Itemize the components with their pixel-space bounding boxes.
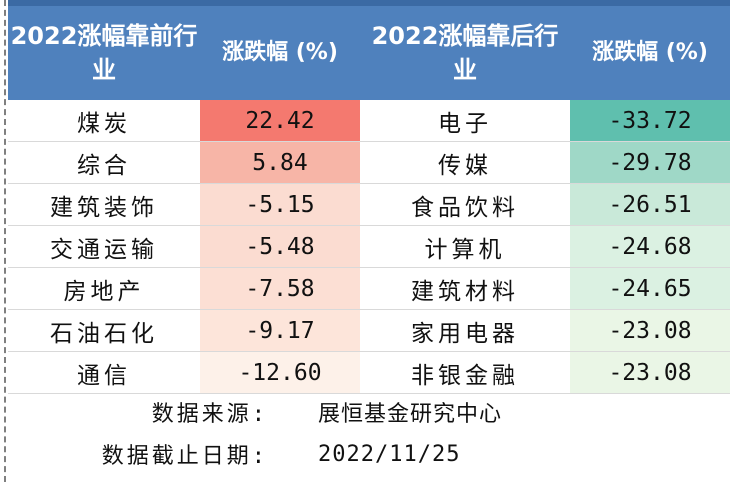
table-row: 综合 5.84 传媒 -29.78 bbox=[8, 142, 730, 184]
bottom-change-cell: -29.78 bbox=[570, 142, 730, 183]
bottom-change-cell: -23.08 bbox=[570, 352, 730, 393]
date-label: 数据截止日期: bbox=[101, 444, 268, 469]
top-industry-cell: 石油石化 bbox=[50, 320, 158, 347]
header-top-industry: 2022涨幅靠前行业 bbox=[10, 22, 198, 84]
top-industry-cell: 建筑装饰 bbox=[50, 194, 158, 221]
source-value: 展恒基金研究中心 bbox=[318, 402, 503, 427]
table-row: 建筑装饰 -5.15 食品饮料 -26.51 bbox=[8, 184, 730, 226]
table-row: 石油石化 -9.17 家用电器 -23.08 bbox=[8, 310, 730, 352]
date-line: 数据截止日期: 2022/11/25 bbox=[8, 434, 730, 474]
bottom-change-cell: -33.72 bbox=[570, 100, 730, 141]
table-row: 房地产 -7.58 建筑材料 -24.65 bbox=[8, 268, 730, 310]
bottom-industry-cell: 电子 bbox=[438, 110, 492, 137]
top-change-cell: -5.15 bbox=[200, 184, 360, 225]
table-row: 交通运输 -5.48 计算机 -24.68 bbox=[8, 226, 730, 268]
top-change-cell: -5.48 bbox=[200, 226, 360, 267]
bottom-change-cell: -23.08 bbox=[570, 310, 730, 351]
top-industry-cell: 房地产 bbox=[63, 278, 145, 305]
top-industry-cell: 综合 bbox=[77, 152, 131, 179]
bottom-change-cell: -24.68 bbox=[570, 226, 730, 267]
top-industry-cell: 煤炭 bbox=[77, 110, 131, 137]
top-change-cell: -7.58 bbox=[200, 268, 360, 309]
top-change-cell: 5.84 bbox=[200, 142, 360, 183]
header-top-change: 涨跌幅 (%) bbox=[222, 40, 338, 65]
bottom-industry-cell: 食品饮料 bbox=[411, 194, 519, 221]
table-row: 通信 -12.60 非银金融 -23.08 bbox=[8, 352, 730, 394]
header-bottom-industry: 2022涨幅靠后行业 bbox=[371, 22, 559, 84]
top-change-cell: -12.60 bbox=[200, 352, 360, 393]
source-line: 数据来源: 展恒基金研究中心 bbox=[8, 392, 730, 432]
bottom-industry-cell: 家用电器 bbox=[411, 320, 519, 347]
header-bottom-change: 涨跌幅 (%) bbox=[592, 40, 708, 65]
bottom-change-cell: -24.65 bbox=[570, 268, 730, 309]
date-value: 2022/11/25 bbox=[318, 441, 461, 467]
bottom-industry-cell: 建筑材料 bbox=[411, 278, 519, 305]
bottom-industry-cell: 非银金融 bbox=[411, 362, 519, 389]
top-industry-cell: 交通运输 bbox=[50, 236, 158, 263]
top-change-cell: -9.17 bbox=[200, 310, 360, 351]
source-label: 数据来源: bbox=[151, 402, 268, 427]
bottom-industry-cell: 计算机 bbox=[424, 236, 506, 263]
industry-performance-table: 2022涨幅靠前行业 涨跌幅 (%) 2022涨幅靠后行业 涨跌幅 (%) 煤炭… bbox=[8, 0, 730, 394]
top-change-cell: 22.42 bbox=[200, 100, 360, 141]
table-header: 2022涨幅靠前行业 涨跌幅 (%) 2022涨幅靠后行业 涨跌幅 (%) bbox=[8, 0, 730, 100]
bottom-change-cell: -26.51 bbox=[570, 184, 730, 225]
bottom-industry-cell: 传媒 bbox=[438, 152, 492, 179]
top-industry-cell: 通信 bbox=[77, 362, 131, 389]
page-left-dashed-border bbox=[4, 0, 6, 482]
table-row: 煤炭 22.42 电子 -33.72 bbox=[8, 100, 730, 142]
